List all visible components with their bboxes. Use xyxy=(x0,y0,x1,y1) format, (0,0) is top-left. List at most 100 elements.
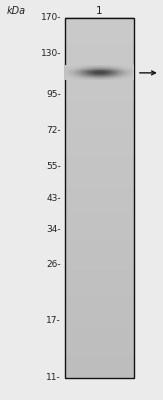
Bar xyxy=(129,74,130,75)
Bar xyxy=(77,76,78,77)
Bar xyxy=(133,78,134,79)
Bar xyxy=(112,70,113,72)
Bar xyxy=(116,74,117,75)
Bar xyxy=(89,73,90,74)
Bar xyxy=(80,66,81,67)
Bar xyxy=(95,70,96,71)
Bar xyxy=(81,72,82,73)
Bar xyxy=(96,70,97,71)
Bar xyxy=(123,67,124,68)
Bar xyxy=(132,78,133,79)
Bar xyxy=(132,77,133,78)
Bar xyxy=(74,73,75,74)
Bar xyxy=(123,70,124,71)
Bar xyxy=(87,72,88,73)
Bar xyxy=(89,71,90,72)
Bar xyxy=(130,69,131,70)
Bar xyxy=(80,74,81,75)
Bar xyxy=(115,78,116,79)
Bar xyxy=(72,67,73,68)
Bar xyxy=(86,72,87,73)
Bar xyxy=(103,67,104,68)
Bar xyxy=(99,77,100,78)
Bar xyxy=(105,72,106,73)
Bar xyxy=(95,74,96,75)
Bar xyxy=(88,75,89,76)
Bar xyxy=(96,78,97,79)
Bar xyxy=(91,66,92,67)
Bar xyxy=(85,72,86,73)
Bar xyxy=(128,75,129,76)
Bar xyxy=(96,75,97,76)
Bar xyxy=(123,73,124,74)
Bar xyxy=(83,75,84,76)
Bar xyxy=(117,76,118,77)
Bar xyxy=(66,76,67,77)
Bar xyxy=(122,73,123,74)
Bar xyxy=(87,78,88,79)
Bar xyxy=(93,78,94,79)
Bar xyxy=(113,72,114,73)
Bar xyxy=(80,75,81,76)
Bar xyxy=(105,70,106,72)
Bar xyxy=(108,70,109,71)
Bar xyxy=(105,77,106,78)
Bar xyxy=(77,66,78,67)
Bar xyxy=(91,72,92,73)
Bar xyxy=(122,76,123,77)
Bar xyxy=(117,67,118,68)
Bar xyxy=(83,67,84,68)
Bar xyxy=(113,76,114,77)
Bar xyxy=(91,69,92,70)
Bar xyxy=(101,67,102,68)
Bar xyxy=(130,78,131,79)
Bar xyxy=(89,69,90,70)
Bar xyxy=(118,72,119,73)
Text: 55-: 55- xyxy=(46,162,61,171)
Bar xyxy=(76,66,77,67)
Bar xyxy=(112,79,113,80)
Bar xyxy=(99,67,100,68)
Bar xyxy=(100,69,101,70)
Bar xyxy=(111,77,112,78)
Bar xyxy=(81,65,82,66)
Bar xyxy=(91,77,92,78)
Bar xyxy=(121,66,122,67)
Bar xyxy=(80,72,81,73)
Bar xyxy=(119,65,120,66)
Bar xyxy=(69,66,70,67)
Bar xyxy=(77,70,78,71)
Bar xyxy=(74,67,75,68)
Bar xyxy=(65,75,66,76)
Bar xyxy=(110,70,111,72)
Bar xyxy=(101,67,102,68)
Bar xyxy=(87,69,88,70)
Bar xyxy=(74,72,75,73)
Bar xyxy=(109,70,110,71)
Bar xyxy=(114,76,115,77)
Bar xyxy=(120,68,121,69)
Bar xyxy=(133,76,134,77)
Bar xyxy=(118,67,119,68)
Bar xyxy=(94,65,95,66)
Bar xyxy=(68,69,69,70)
Bar xyxy=(124,72,125,73)
Bar xyxy=(128,77,129,78)
Bar xyxy=(83,70,84,72)
Bar xyxy=(113,76,114,77)
Bar xyxy=(105,65,106,66)
Bar xyxy=(86,79,87,80)
Bar xyxy=(77,78,78,79)
Bar xyxy=(108,79,109,80)
Bar xyxy=(72,72,73,73)
Bar xyxy=(128,70,130,71)
Bar xyxy=(124,79,125,80)
Bar xyxy=(114,71,115,72)
Bar xyxy=(92,69,93,70)
Bar xyxy=(124,75,125,76)
Bar xyxy=(110,78,111,79)
Bar xyxy=(65,338,134,342)
Bar xyxy=(113,70,114,71)
Bar xyxy=(113,79,114,80)
Bar xyxy=(129,78,130,79)
